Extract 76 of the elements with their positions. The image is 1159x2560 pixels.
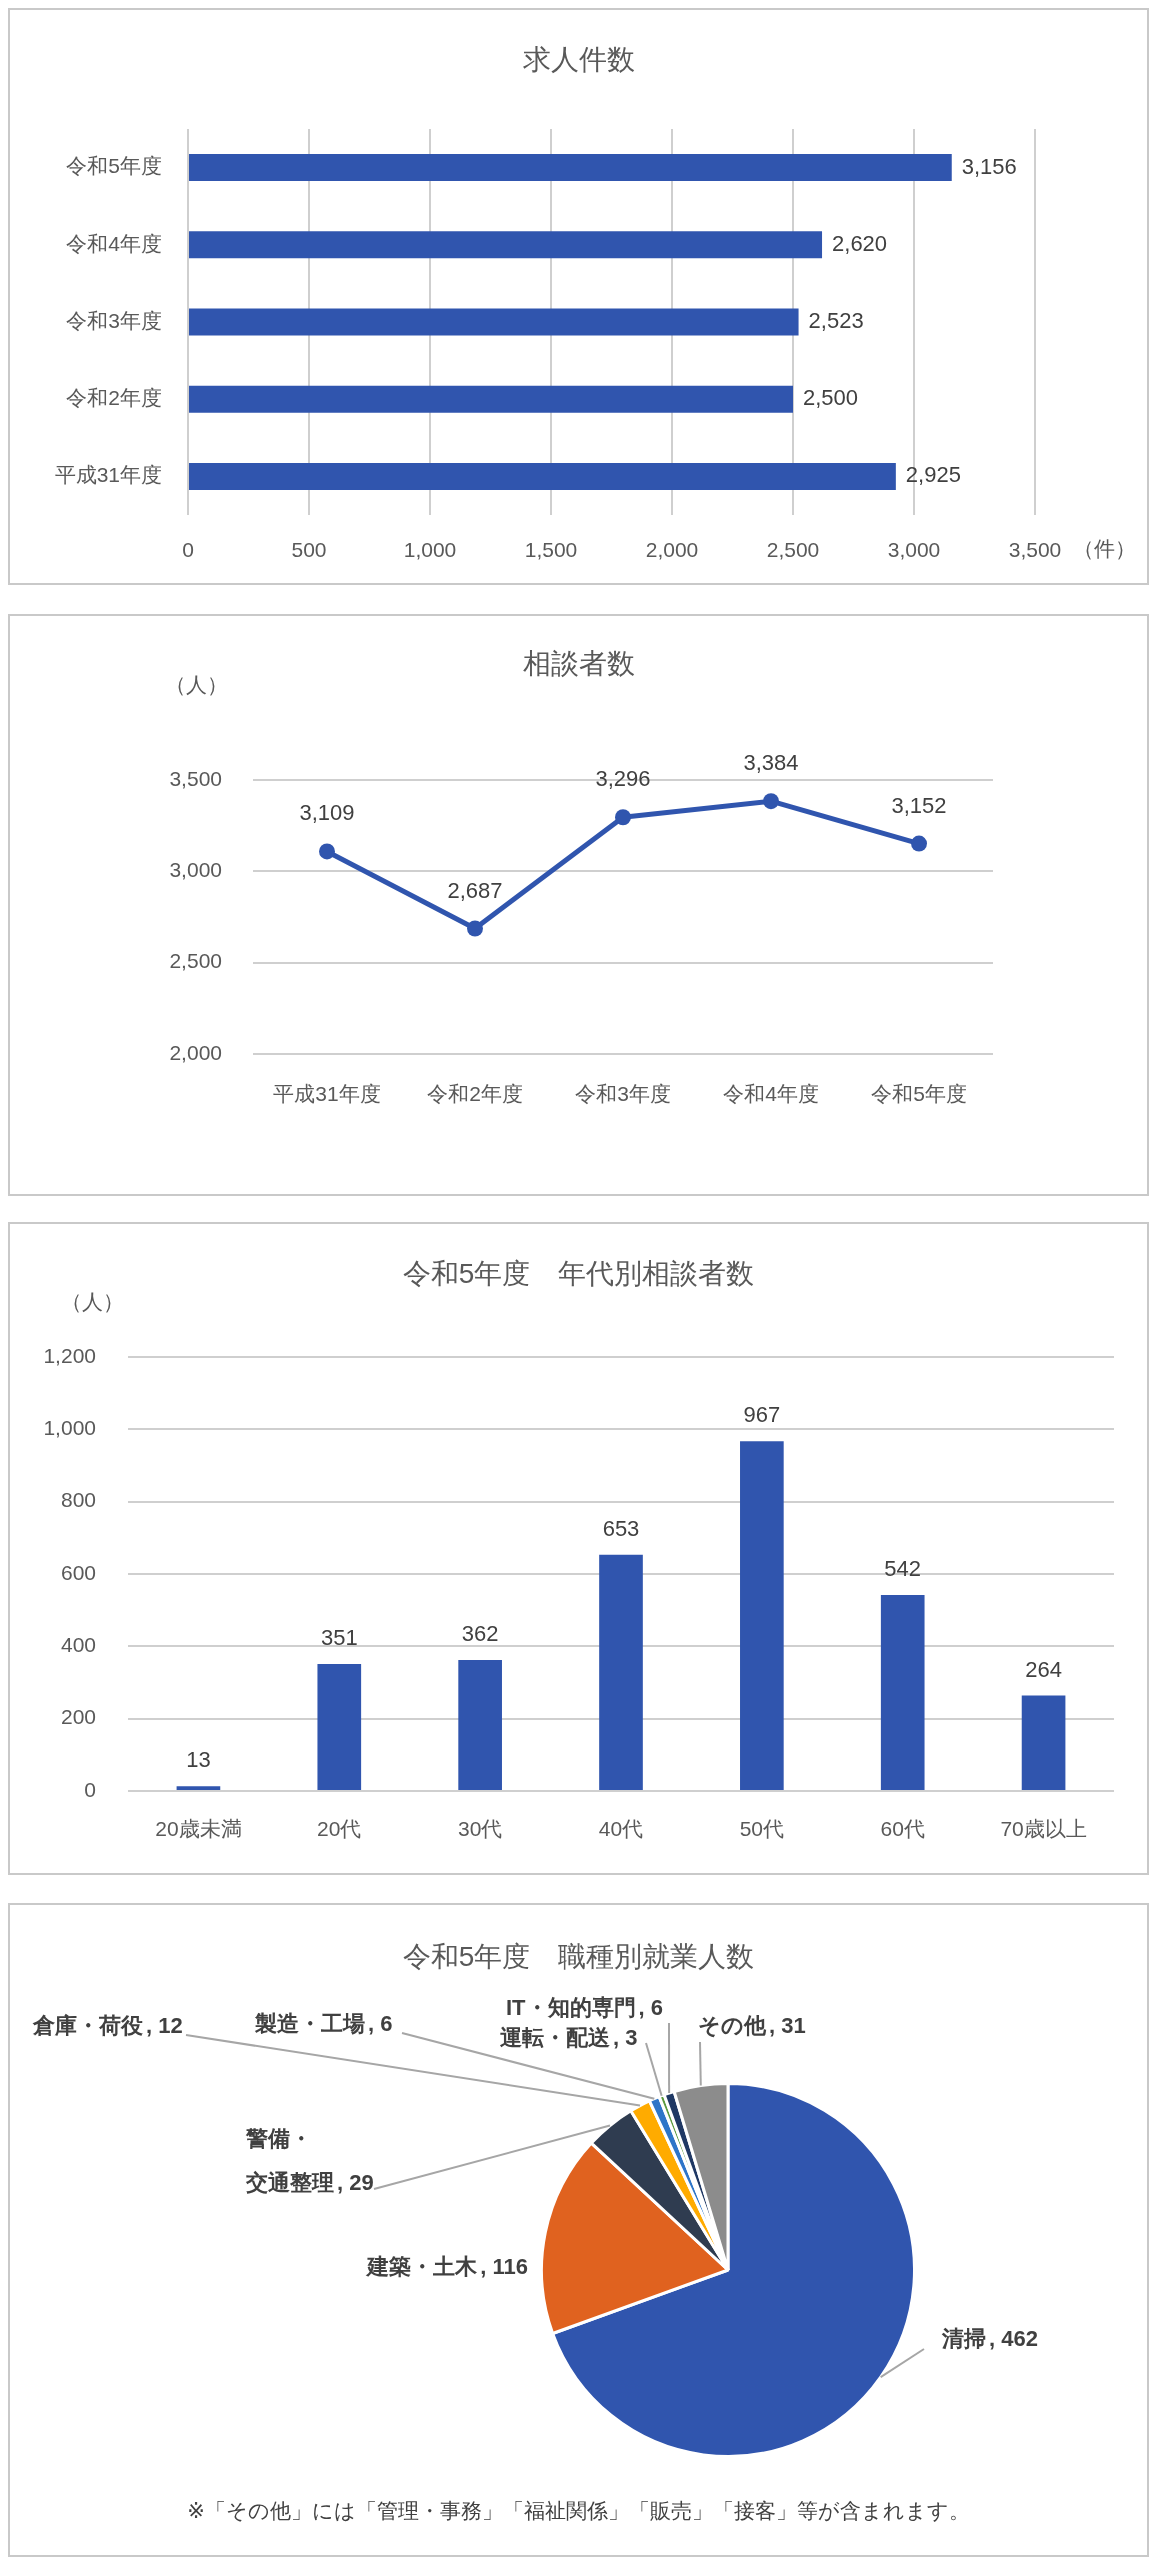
slice-label: 建築・土木 bbox=[365, 2254, 479, 2280]
slice-label: 製造・工場 bbox=[254, 2011, 365, 2037]
y-tick-label: 1,200 bbox=[43, 1343, 96, 1367]
chart-title: 求人件数 bbox=[522, 43, 635, 75]
y-tick-label: 令和5年度 bbox=[66, 154, 162, 178]
x-tick-label: 2,500 bbox=[766, 538, 820, 562]
x-tick-label: 50代 bbox=[739, 1817, 785, 1841]
data-label: , 3 bbox=[613, 2025, 638, 2051]
x-tick-label: 3,000 bbox=[887, 538, 941, 562]
x-axis-title: （件） bbox=[1073, 536, 1136, 560]
y-axis-title: （人） bbox=[60, 1289, 124, 1313]
y-axis-title: （人） bbox=[164, 672, 228, 696]
slice-label: IT・知的専門 bbox=[506, 1995, 636, 2021]
data-label: , 29 bbox=[337, 2170, 374, 2196]
y-tick-label: 令和4年度 bbox=[66, 231, 162, 255]
data-label: , 462 bbox=[989, 2326, 1038, 2352]
x-tick-label: 40代 bbox=[598, 1817, 644, 1841]
y-tick-label: 令和3年度 bbox=[66, 308, 162, 332]
y-tick-label: 3,500 bbox=[169, 766, 222, 790]
y-tick-label: 2,000 bbox=[169, 1040, 222, 1064]
data-label: 653 bbox=[602, 1515, 640, 1541]
data-label: 264 bbox=[1025, 1656, 1062, 1682]
x-tick-label: 平成31年度 bbox=[273, 1082, 381, 1106]
y-tick-label: 1,000 bbox=[43, 1416, 96, 1440]
y-tick-label: 800 bbox=[60, 1488, 96, 1512]
slice-label: 清掃 bbox=[941, 2326, 986, 2352]
y-tick-label: 令和2年度 bbox=[66, 386, 162, 409]
data-label: , 116 bbox=[480, 2254, 528, 2280]
chart-title: 令和5年度 職種別就業人数 bbox=[402, 1940, 755, 1972]
y-tick-label: 2,500 bbox=[169, 949, 222, 973]
data-label: 2,925 bbox=[905, 462, 961, 488]
data-label: 13 bbox=[186, 1747, 211, 1773]
x-tick-label: 2,000 bbox=[645, 538, 699, 562]
x-tick-label: 令和4年度 bbox=[723, 1082, 819, 1106]
x-tick-label: 1,000 bbox=[403, 538, 457, 562]
data-label: 967 bbox=[743, 1402, 781, 1428]
x-tick-label: 令和2年度 bbox=[427, 1082, 523, 1106]
text: ※「その他」には「管理・事務」「福祉関係」「販売」「接客」等が含まれます。 bbox=[187, 2498, 970, 2522]
x-tick-label: 令和3年度 bbox=[575, 1082, 671, 1106]
x-tick-label: 20歳未満 bbox=[155, 1817, 242, 1841]
y-tick-label: 3,000 bbox=[169, 858, 222, 882]
data-label: 3,296 bbox=[595, 766, 651, 792]
data-label: 362 bbox=[461, 1621, 499, 1647]
y-tick-label: 平成31年度 bbox=[54, 463, 162, 487]
data-label: 2,687 bbox=[447, 877, 503, 903]
data-label: 2,620 bbox=[832, 230, 888, 256]
data-label: , 12 bbox=[146, 2013, 183, 2039]
x-tick-label: 3,500 bbox=[1008, 538, 1062, 562]
slice-label: 運転・配送 bbox=[500, 2025, 610, 2051]
x-tick-label: 1,500 bbox=[524, 538, 578, 562]
x-tick-label: 30代 bbox=[457, 1817, 503, 1841]
chart-title: 令和5年度 年代別相談者数 bbox=[402, 1257, 755, 1289]
x-tick-label: 500 bbox=[291, 538, 327, 562]
y-tick-label: 0 bbox=[84, 1777, 96, 1801]
data-label: 3,109 bbox=[299, 800, 355, 826]
slice-label: その他 bbox=[698, 2013, 767, 2039]
y-tick-label: 400 bbox=[60, 1633, 96, 1657]
data-label: 3,156 bbox=[961, 153, 1017, 179]
data-label: 2,500 bbox=[803, 385, 859, 411]
slice-label: 警備・交通整理 bbox=[245, 2126, 334, 2196]
data-label: 3,152 bbox=[891, 792, 947, 818]
chart-title: 相談者数 bbox=[522, 647, 635, 679]
data-label: 542 bbox=[884, 1556, 922, 1582]
x-tick-label: 令和5年度 bbox=[871, 1082, 967, 1106]
x-tick-label: 20代 bbox=[317, 1817, 362, 1841]
data-label: , 6 bbox=[368, 2011, 393, 2037]
slice-label: 倉庫・荷役 bbox=[32, 2013, 144, 2039]
data-label: 2,523 bbox=[808, 308, 864, 334]
y-tick-label: 600 bbox=[60, 1560, 96, 1584]
data-label: , 31 bbox=[769, 2013, 806, 2039]
x-tick-label: 60代 bbox=[880, 1817, 925, 1841]
y-tick-label: 200 bbox=[60, 1705, 96, 1729]
data-label: 3,384 bbox=[743, 750, 799, 776]
x-tick-label: 70歳以上 bbox=[1000, 1817, 1087, 1841]
data-label: , 6 bbox=[638, 1995, 664, 2021]
data-label: 351 bbox=[320, 1625, 358, 1651]
